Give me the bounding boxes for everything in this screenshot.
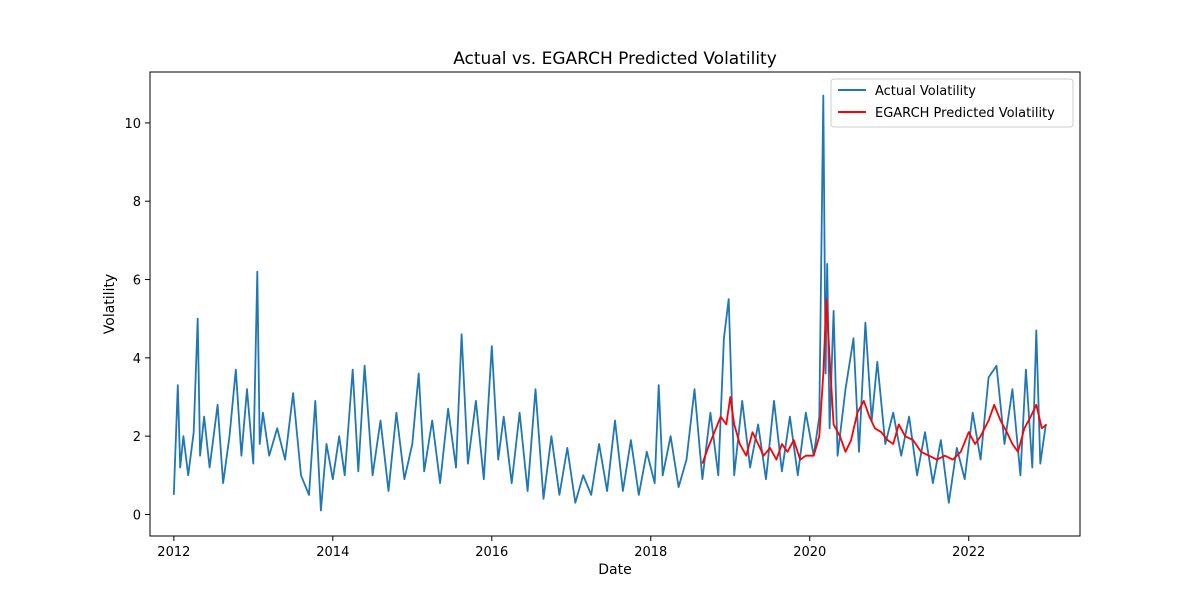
x-axis-label: Date [598,562,631,578]
legend-label-actual: Actual Volatility [875,84,976,99]
x-tick-label: 2014 [316,545,349,560]
x-tick-label: 2022 [952,545,985,560]
legend-label-egarch: EGARCH Predicted Volatility [875,106,1055,121]
x-tick-label: 2020 [793,545,826,560]
y-tick-label: 4 [133,352,141,367]
y-tick-label: 6 [133,274,141,289]
x-tick-label: 2018 [634,545,667,560]
plot-area [150,72,1080,536]
plot-frame [149,71,1081,537]
y-tick-label: 2 [133,430,141,445]
y-tick-label: 8 [133,195,141,210]
y-tick-label: 0 [133,508,141,523]
y-axis-ticks: 0 2 4 6 8 10 [124,117,150,523]
legend-box [830,78,1074,128]
x-axis-ticks: 2012 2014 2016 2018 2020 2022 [157,536,985,560]
chart-title: Actual vs. EGARCH Predicted Volatility [453,49,777,69]
y-tick-label: 10 [124,117,141,132]
actual-volatility-line [172,94,1047,512]
chart-legend: Actual Volatility EGARCH Predicted Volat… [830,78,1074,128]
egarch-predicted-line [701,298,1048,464]
y-axis-label: Volatility [102,274,118,334]
series-layer [172,94,1048,512]
x-tick-label: 2012 [157,545,190,560]
x-tick-label: 2016 [475,545,508,560]
